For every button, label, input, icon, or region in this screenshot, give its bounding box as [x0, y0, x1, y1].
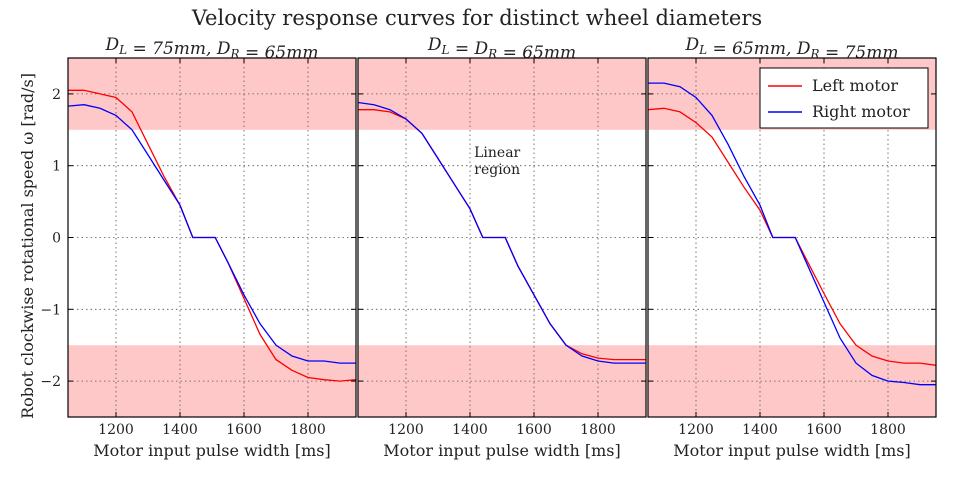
x-tick-label: 1800 [870, 422, 906, 438]
x-tick-label: 1600 [226, 422, 262, 438]
series-left-motor [68, 89, 357, 382]
legend: Left motor Right motor [759, 67, 929, 129]
panel-subtitle: DL = 75mm, DR = 65mm [105, 35, 319, 63]
x-tick-label: 1800 [290, 422, 326, 438]
x-axis-label: Motor input pulse width [ms] [383, 441, 620, 460]
legend-label: Right motor [812, 102, 910, 121]
panel-subtitle: DL = DR = 65mm [427, 35, 576, 63]
x-tick-label: 1400 [742, 422, 778, 438]
series-right-motor [648, 82, 936, 386]
x-axis-label: Motor input pulse width [ms] [93, 441, 330, 460]
x-tick-label: 1600 [806, 422, 842, 438]
y-tick-label: −1 [40, 302, 61, 318]
x-tick-label: 1200 [678, 422, 714, 438]
x-tick-label: 1600 [516, 422, 552, 438]
panel-2: 1200 1400 1600 1800 DL = DR = 65mm Motor inpu… [357, 35, 647, 460]
x-tick-label: 1200 [388, 422, 424, 438]
series-right-motor [67, 104, 356, 364]
x-tick-label: 1200 [98, 422, 134, 438]
y-tick-label: 2 [52, 87, 61, 103]
series-left-motor [647, 107, 937, 366]
panel-subtitle: DL = 65mm, DR = 75mm [685, 35, 899, 63]
series-right-motor [357, 101, 646, 364]
y-tick-label: 1 [52, 159, 61, 175]
x-tick-label: 1400 [452, 422, 488, 438]
y-tick-label: −2 [40, 374, 61, 390]
x-tick-label: 1800 [580, 422, 616, 438]
legend-label: Left motor [812, 76, 898, 95]
linear-region-annotation: Linear region [474, 145, 520, 178]
panel-1: 1200 1400 1600 1800 −2 −1 0 1 2 DL = 75mm, DR = 6… [40, 35, 357, 460]
x-tick-label: 1400 [162, 422, 198, 438]
legend-box [759, 67, 929, 129]
y-tick-label: 0 [52, 231, 61, 247]
figure-title: Velocity response curves for distinct wh… [191, 6, 762, 30]
y-axis-label: Robot clockwise rotational speed ω [rad/… [18, 73, 37, 419]
x-axis-label: Motor input pulse width [ms] [673, 441, 910, 460]
